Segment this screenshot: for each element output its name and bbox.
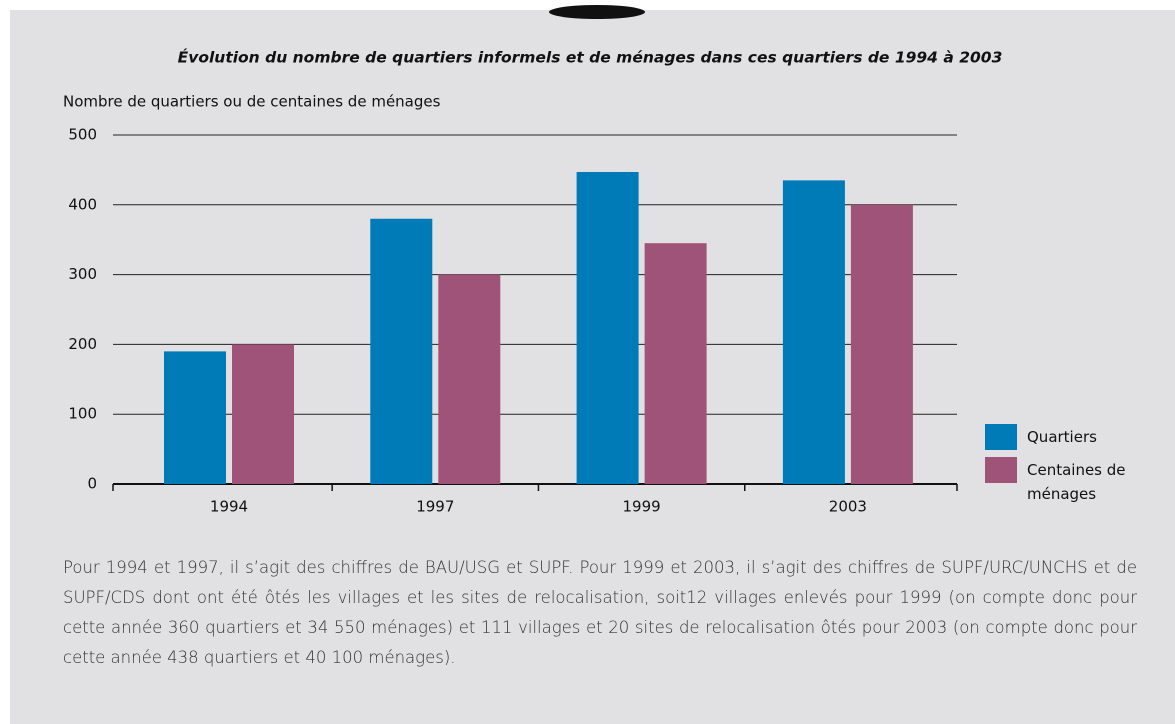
y-axis-label: Nombre de quartiers ou de centaines de m… bbox=[63, 93, 441, 111]
legend-swatch bbox=[985, 457, 1017, 483]
x-tick-label: 1994 bbox=[210, 498, 248, 516]
y-tick-label: 200 bbox=[68, 335, 97, 353]
x-tick-label: 2003 bbox=[829, 498, 867, 516]
y-tick-label: 400 bbox=[68, 195, 97, 213]
y-tick-label: 0 bbox=[87, 475, 97, 493]
legend-swatch bbox=[985, 424, 1017, 450]
chart-title: Évolution du nombre de quartiers informe… bbox=[178, 48, 1003, 67]
bar bbox=[576, 171, 639, 484]
y-tick-label: 100 bbox=[68, 405, 97, 423]
bar bbox=[232, 344, 294, 484]
y-tick-label: 300 bbox=[68, 265, 97, 283]
decoration bbox=[549, 5, 645, 19]
bar bbox=[438, 274, 501, 484]
bar bbox=[370, 218, 433, 484]
bar bbox=[850, 204, 913, 485]
x-tick-label: 1999 bbox=[623, 498, 661, 516]
bar bbox=[782, 180, 845, 484]
x-tick-label: 1997 bbox=[416, 498, 454, 516]
legend-label: Centaines de ménages bbox=[1027, 461, 1126, 503]
footnote: Pour 1994 et 1997, il s’agit des chiffre… bbox=[63, 558, 1137, 667]
bar bbox=[164, 351, 226, 484]
legend-label: Quartiers bbox=[1027, 428, 1097, 446]
y-tick-label: 500 bbox=[68, 126, 97, 144]
bar bbox=[644, 243, 707, 484]
